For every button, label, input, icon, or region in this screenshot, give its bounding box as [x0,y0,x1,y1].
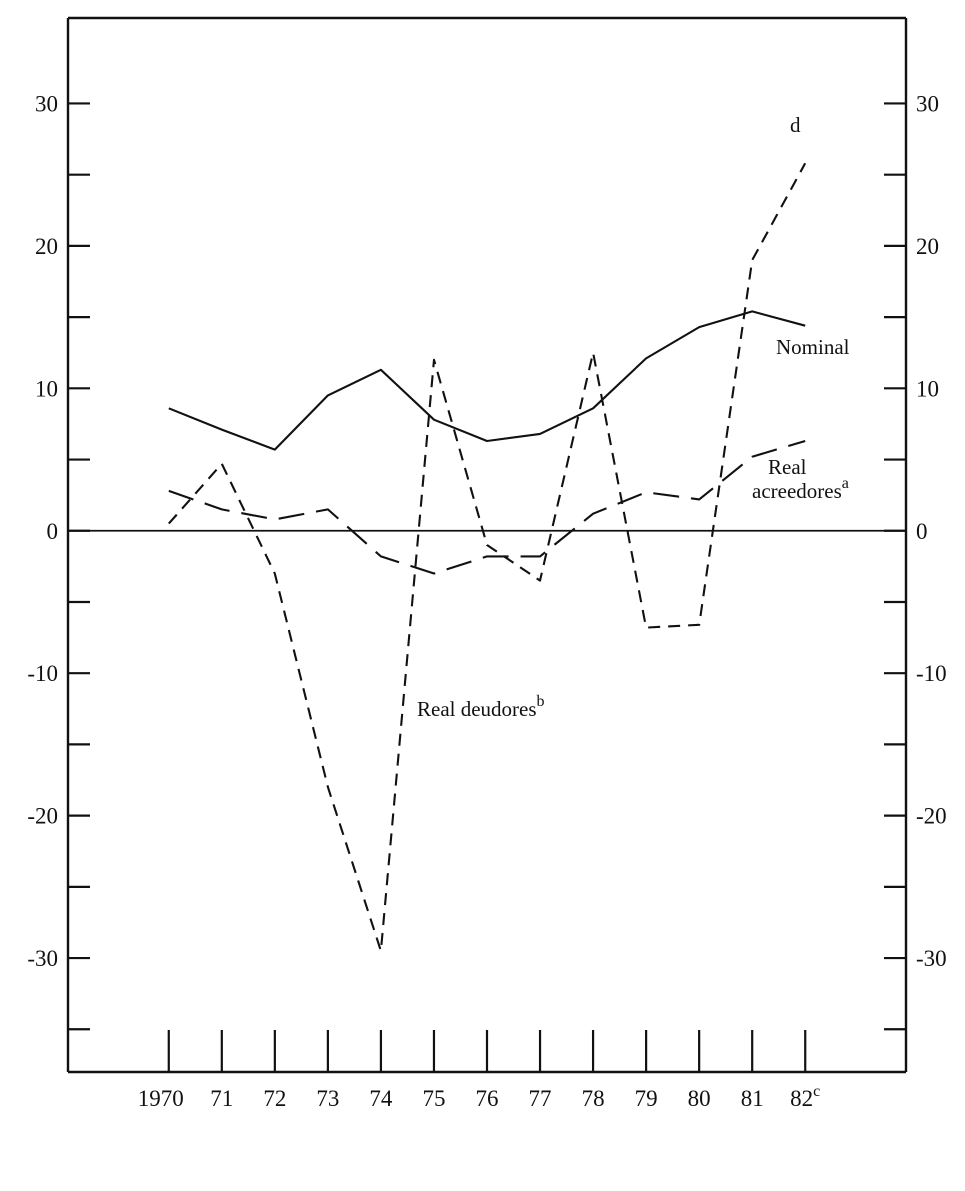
y-tick-label-left: -10 [27,661,58,686]
y-tick-label-right: 0 [916,519,928,544]
x-tick-label: 80 [688,1086,711,1111]
x-tick-label: 1970 [138,1086,184,1111]
series-label-nominal: Nominal [776,335,850,359]
y-tick-label-left: -30 [27,946,58,971]
x-ticks: 1970 71 72 73 74 75 76 77 78 79 80 81 82c [138,1030,820,1111]
x-tick-label: 81 [741,1086,764,1111]
series-label-footnote: a [842,475,849,492]
x-tick-footnote: c [813,1083,820,1100]
y-tick-label-right: -30 [916,946,947,971]
annotation-d: d [790,113,801,137]
y-tick-label-left: 30 [35,91,58,116]
y-tick-label-right: 10 [916,376,939,401]
x-tick-label: 71 [210,1086,233,1111]
y-tick-label-right: -10 [916,661,947,686]
x-tick-label: 73 [316,1086,339,1111]
x-tick-label: 78 [582,1086,605,1111]
series-labels: Nominal Real acreedoresa Real deudoresb d [417,113,850,721]
x-tick-label: 72 [263,1086,286,1111]
x-tick-label: 79 [635,1086,658,1111]
chart-axes [66,16,908,1074]
y-tick-label-right: 30 [916,91,939,116]
y-tick-label-right: 20 [916,234,939,259]
x-tick-label: 76 [476,1086,499,1111]
series-label-footnote: b [537,693,545,710]
series-line-nominal [168,310,806,451]
y-tick-label-left: 20 [35,234,58,259]
x-tick-label: 82c [790,1083,820,1111]
y-tick-label-left: -20 [27,804,58,829]
y-tick-label-right: -20 [916,804,947,829]
series-label-line: acreedores [752,479,842,503]
series-label-line: Real [768,455,807,479]
y-tick-label-left: 10 [35,376,58,401]
y-tick-label-left: 0 [47,519,59,544]
x-tick-label: 74 [369,1086,393,1111]
x-tick-label: 75 [422,1086,445,1111]
y-ticks: 30 30 20 20 10 10 0 0 -10 -10 -20 -20 -30 -30 [27,91,947,1031]
series-line-real-deudores [168,162,807,952]
series-label-real-deudores: Real deudoresb [417,693,545,721]
x-tick-label: 77 [529,1086,552,1111]
series-label-real-acreedores: Real acreedoresa [752,455,849,503]
series-layer [168,162,807,952]
series-line-real-acreedores [168,439,806,575]
